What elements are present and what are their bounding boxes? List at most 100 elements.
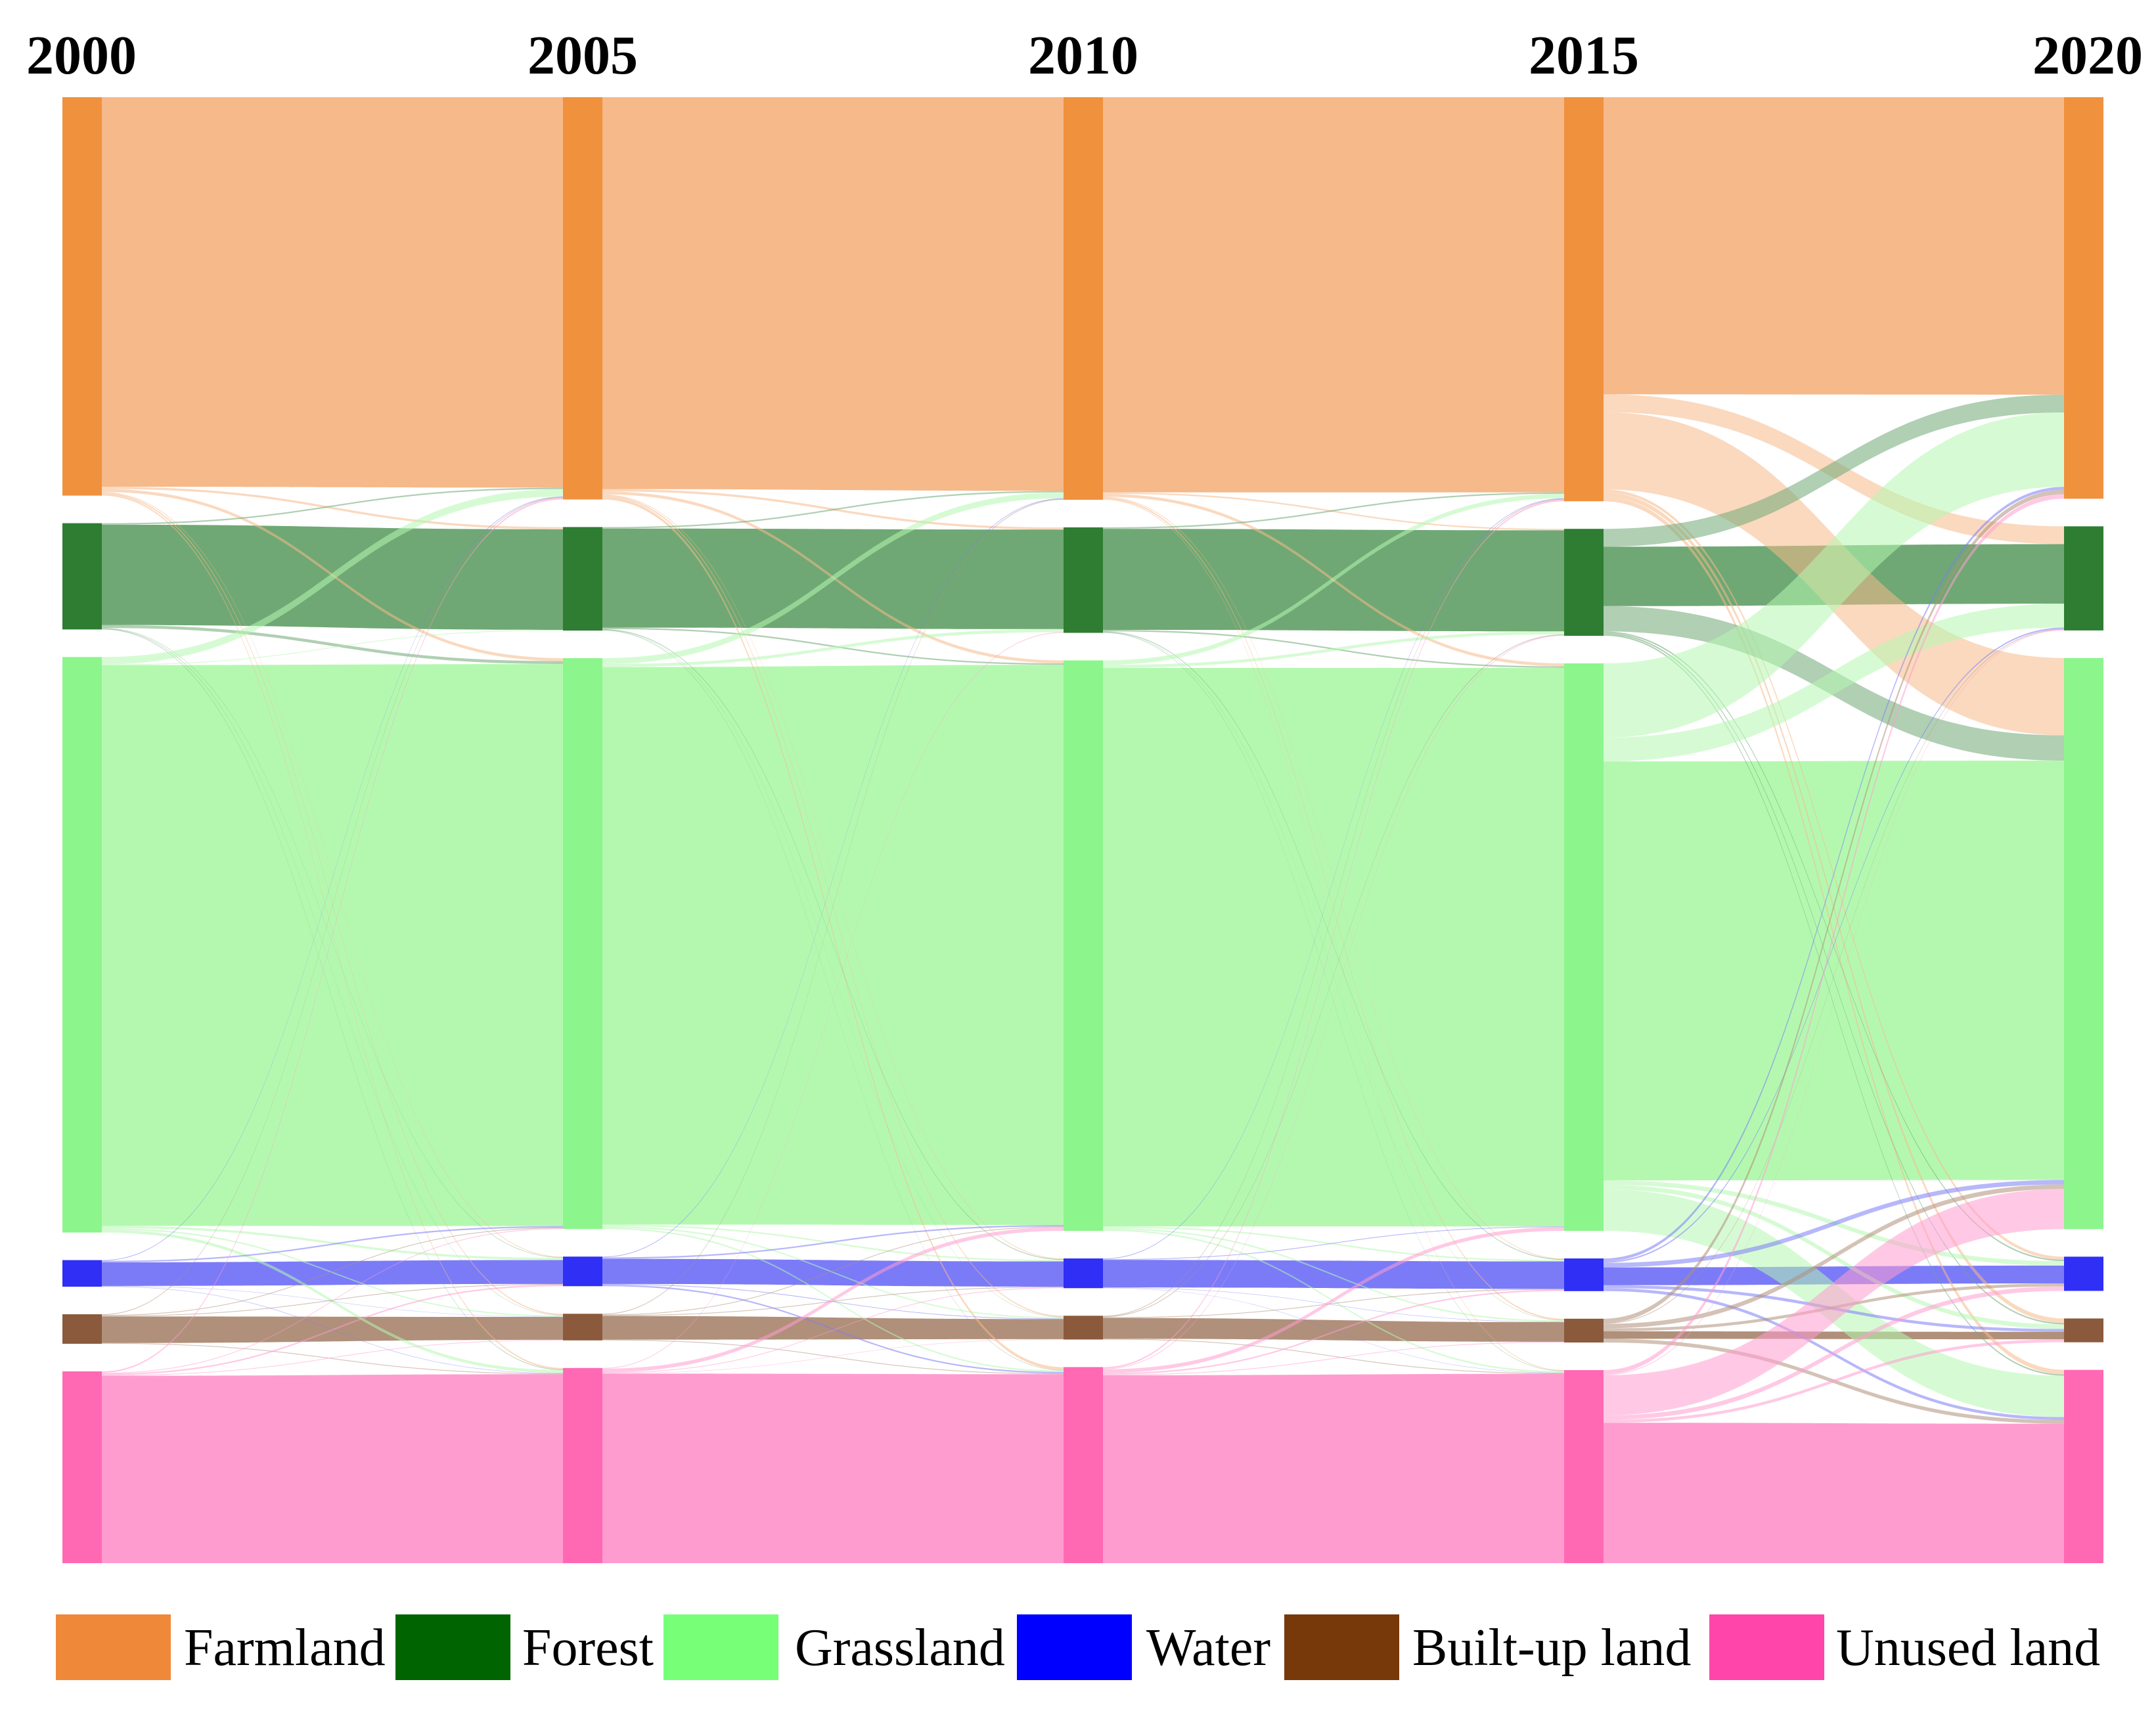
link-2000-2005-farmland-to-built-up-land (102, 493, 563, 1316)
node-2010-built-up-land (1064, 1316, 1103, 1340)
link-2010-2015-water-to-built-up-land (1103, 1287, 1564, 1323)
link-2005-2010-built-up-land-to-grassland (602, 1226, 1064, 1316)
link-2005-2010-farmland-to-water (602, 494, 1064, 1260)
link-2010-2015-forest-to-water (1103, 631, 1564, 1260)
node-2000-forest (62, 523, 102, 630)
link-2010-2015-water-to-grassland (1103, 1226, 1564, 1260)
link-2000-2005-forest-to-grassland (102, 625, 563, 665)
node-2020-water (2064, 1256, 2103, 1291)
node-2000-water (62, 1260, 102, 1287)
link-2000-2005-unused-land-to-farmland (102, 498, 563, 1373)
link-2010-2015-forest-to-farmland (1103, 492, 1564, 529)
node-2005-built-up-land (563, 1314, 602, 1341)
link-2010-2015-water-to-unused-land (1103, 1287, 1564, 1373)
link-2000-2005-grassland-to-forest (102, 629, 563, 665)
link-2000-2005-unused-land-to-unused-land (102, 1374, 563, 1563)
link-2005-2010-built-up-land-to-unused-land (602, 1339, 1064, 1375)
link-2005-2010-farmland-to-unused-land (602, 496, 1064, 1370)
link-2015-2020-forest-to-unused-land (1604, 634, 2064, 1376)
link-2010-2015-grassland-to-forest (1103, 631, 1564, 668)
link-2005-2010-built-up-land-to-farmland (602, 499, 1064, 1315)
node-2010-farmland (1064, 97, 1103, 500)
node-2005-farmland (563, 97, 602, 500)
link-2000-2005-grassland-to-water (102, 1226, 563, 1260)
link-2005-2010-forest-to-built-up-land (602, 629, 1064, 1318)
link-2000-2005-farmland-to-farmland (102, 97, 563, 488)
node-2005-unused-land (563, 1367, 602, 1563)
link-2015-2020-unused-land-to-built-up-land (1604, 1339, 2064, 1423)
link-2015-2020-farmland-to-farmland (1604, 97, 2064, 395)
link-2005-2010-forest-to-water (602, 629, 1064, 1260)
node-2000-farmland (62, 97, 102, 496)
node-2010-forest (1064, 527, 1103, 633)
link-2015-2020-built-up-land-to-grassland (1604, 1184, 2064, 1329)
link-2015-2020-built-up-land-to-farmland (1604, 489, 2064, 1323)
node-2010-water (1064, 1258, 1103, 1289)
legend-item-grassland: Grassland (663, 1614, 1005, 1680)
link-2000-2005-built-up-land-to-unused-land (102, 1343, 563, 1375)
link-2000-2005-water-to-grassland (102, 1226, 563, 1262)
link-2010-2015-unused-land-to-farmland (1103, 499, 1564, 1369)
link-2010-2015-grassland-to-water (1103, 1226, 1564, 1262)
link-2000-2005-water-to-built-up-land (102, 1285, 563, 1318)
link-2015-2020-grassland-to-grassland (1604, 761, 2064, 1181)
link-2000-2005-built-up-land-to-water (102, 1283, 563, 1317)
node-2020-grassland (2064, 657, 2103, 1230)
node-2005-forest (563, 527, 602, 631)
link-2010-2015-unused-land-to-forest (1103, 634, 1564, 1369)
node-2020-built-up-land (2064, 1318, 2103, 1343)
link-2015-2020-water-to-grassland (1604, 1180, 2064, 1268)
link-2015-2020-built-up-land-to-built-up-land (1604, 1331, 2064, 1340)
node-2005-grassland (563, 658, 602, 1230)
legend-label: Farmland (184, 1619, 386, 1677)
legend-item-farmland: Farmland (56, 1614, 386, 1680)
legend-swatch (1709, 1614, 1824, 1680)
year-label-2005: 2005 (528, 25, 638, 86)
link-2010-2015-grassland-to-farmland (1103, 493, 1564, 665)
link-2005-2010-grassland-to-built-up-land (602, 1226, 1064, 1319)
link-2010-2015-unused-land-to-unused-land (1103, 1373, 1564, 1563)
node-2010-unused-land (1064, 1367, 1103, 1563)
year-label-2020: 2020 (2032, 25, 2143, 86)
link-2010-2015-farmland-to-farmland (1103, 97, 1564, 493)
link-2000-2005-grassland-to-unused-land (102, 1230, 563, 1373)
link-2015-2020-built-up-land-to-forest (1604, 629, 2064, 1324)
year-label-2015: 2015 (1529, 25, 1639, 86)
node-2010-grassland (1064, 660, 1103, 1232)
link-2000-2005-forest-to-farmland (102, 487, 563, 525)
link-2005-2010-unused-land-to-water (602, 1287, 1064, 1373)
year-label-2010: 2010 (1028, 25, 1138, 86)
link-2010-2015-farmland-to-built-up-land (1103, 497, 1564, 1320)
link-2005-2010-unused-land-to-unused-land (602, 1373, 1064, 1563)
node-2000-built-up-land (62, 1314, 102, 1344)
nodes-layer (62, 97, 2103, 1563)
link-2005-2010-water-to-farmland (602, 498, 1064, 1258)
link-2010-2015-farmland-to-water (1103, 497, 1564, 1260)
link-2015-2020-unused-land-to-water (1604, 1286, 2064, 1420)
link-2010-2015-built-up-land-to-unused-land (1103, 1339, 1564, 1374)
link-2005-2010-unused-land-to-grassland (602, 1227, 1064, 1373)
legend-swatch (1284, 1614, 1399, 1680)
link-2005-2010-unused-land-to-forest (602, 632, 1064, 1369)
link-2005-2010-forest-to-farmland (602, 491, 1064, 529)
link-2005-2010-water-to-grassland (602, 1224, 1064, 1259)
node-2020-unused-land (2064, 1369, 2103, 1563)
link-2010-2015-built-up-land-to-built-up-land (1103, 1318, 1564, 1342)
link-2015-2020-unused-land-to-unused-land (1604, 1423, 2064, 1563)
link-2000-2005-forest-to-unused-land (102, 629, 563, 1370)
legend-swatch (663, 1614, 778, 1680)
link-2000-2005-grassland-to-built-up-land (102, 1228, 563, 1317)
legend-label: Forest (522, 1619, 654, 1677)
legend-label: Grassland (795, 1619, 1005, 1677)
node-2000-grassland (62, 657, 102, 1233)
legend-item-forest: Forest (395, 1614, 654, 1680)
node-2015-grassland (1564, 663, 1604, 1232)
link-2000-2005-farmland-to-water (102, 491, 563, 1258)
link-2015-2020-grassland-to-forest (1604, 604, 2064, 762)
link-2005-2010-grassland-to-farmland (602, 492, 1064, 665)
node-2005-water (563, 1256, 602, 1287)
legend-swatch (395, 1614, 510, 1680)
link-2015-2020-grassland-to-farmland (1604, 412, 2064, 738)
link-2005-2010-forest-to-grassland (602, 627, 1064, 665)
